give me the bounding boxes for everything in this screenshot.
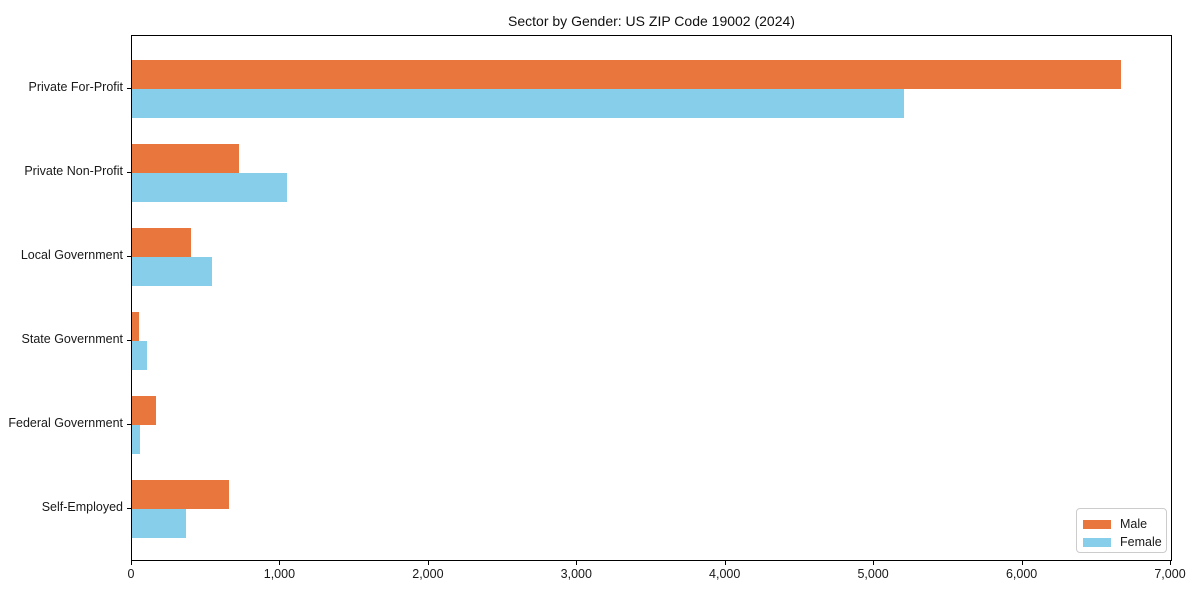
- x-tick-mark: [1170, 561, 1171, 565]
- y-tick-label: Self-Employed: [41, 500, 123, 514]
- y-tick-label: Private Non-Profit: [24, 164, 123, 178]
- y-tick-mark: [127, 508, 131, 509]
- legend-label: Male: [1120, 517, 1148, 531]
- y-tick-label: State Government: [21, 332, 123, 346]
- legend: Male Female: [1076, 508, 1167, 553]
- bar-male-5: [132, 480, 230, 509]
- y-tick-label: Local Government: [20, 248, 123, 262]
- y-tick-mark: [127, 424, 131, 425]
- y-tick-mark: [127, 256, 131, 257]
- x-tick-label: 2,000: [412, 567, 444, 581]
- legend-label: Female: [1120, 535, 1162, 549]
- bar-male-2: [132, 228, 191, 257]
- bar-female-4: [132, 425, 141, 454]
- bar-male-3: [132, 312, 140, 341]
- bar-female-0: [132, 89, 904, 118]
- x-tick-mark: [1021, 561, 1023, 565]
- x-tick-label: 4,000: [709, 567, 741, 581]
- bar-male-4: [132, 396, 156, 425]
- bar-female-1: [132, 173, 288, 202]
- plot-area: [131, 35, 1172, 561]
- x-tick-mark: [724, 561, 726, 565]
- x-tick-label: 6,000: [1005, 567, 1038, 581]
- x-tick-label: 7,000: [1154, 567, 1186, 581]
- chart-title: Sector by Gender: US ZIP Code 19002 (202…: [508, 13, 795, 29]
- y-tick-label: Federal Government: [8, 416, 123, 430]
- x-tick-label: 3,000: [560, 567, 592, 581]
- y-tick-mark: [127, 88, 131, 89]
- y-tick-mark: [127, 340, 131, 341]
- x-tick-mark: [576, 561, 578, 565]
- x-tick-mark: [427, 561, 429, 565]
- x-tick-mark: [873, 561, 875, 565]
- legend-row-female: Female: [1083, 534, 1166, 550]
- x-tick-label: 5,000: [857, 567, 889, 581]
- legend-swatch-female: [1083, 537, 1111, 547]
- bar-female-2: [132, 257, 213, 286]
- legend-row-male: Male: [1083, 516, 1166, 532]
- x-tick-label: 1,000: [263, 567, 296, 581]
- bar-male-1: [132, 144, 239, 173]
- x-tick-mark: [131, 561, 132, 565]
- y-tick-mark: [127, 172, 131, 173]
- legend-swatch-male: [1083, 519, 1111, 529]
- x-tick-mark: [279, 561, 281, 565]
- bar-male-0: [132, 60, 1121, 89]
- x-tick-label: 0: [127, 567, 135, 581]
- y-tick-label: Private For-Profit: [28, 80, 123, 94]
- bar-female-5: [132, 509, 187, 538]
- bar-female-3: [132, 341, 147, 370]
